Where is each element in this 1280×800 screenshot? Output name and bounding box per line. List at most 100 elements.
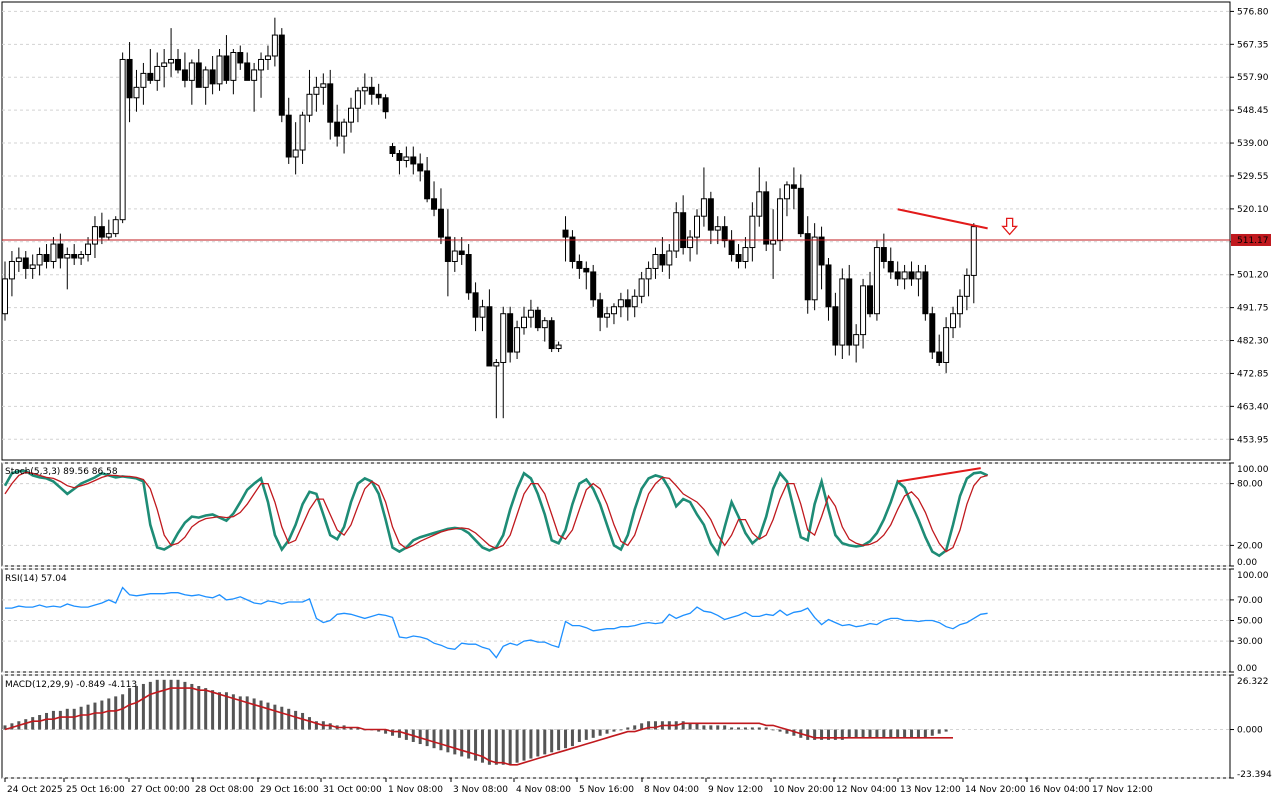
price-trendline-annotation[interactable] [897, 208, 988, 230]
candle-body [140, 72, 147, 88]
macd-histogram-bar [778, 729, 782, 732]
macd-histogram-bar [840, 729, 844, 740]
candle-body [105, 233, 112, 238]
macd-histogram-bar [45, 712, 49, 730]
macd-histogram-bar [190, 683, 194, 730]
candle-body [943, 327, 950, 363]
candle-body [22, 257, 29, 269]
candle-body [804, 233, 811, 301]
candle-body [202, 69, 209, 88]
time-tick-label: 28 Oct 08:00 [195, 785, 254, 795]
time-tick-label: 24 Oct 2025 [7, 785, 63, 795]
macd-histogram-bar [875, 729, 879, 738]
rsi-tick-label: 70.00 [1237, 596, 1263, 606]
stoch-tick-label: 20.00 [1237, 541, 1263, 551]
macd-histogram-bar [134, 686, 138, 730]
price-tick-label: 576.80 [1237, 7, 1269, 17]
candle-body [264, 55, 271, 60]
macd-histogram-bar [38, 715, 42, 730]
macd-histogram-bar [716, 725, 720, 730]
time-tick-label: 10 Nov 20:00 [773, 785, 834, 795]
time-tick-label: 3 Nov 08:00 [453, 785, 508, 795]
macd-histogram-bar [640, 723, 644, 730]
macd-histogram-bar [474, 729, 478, 761]
time-tick-label: 8 Nov 04:00 [644, 785, 699, 795]
candle-body [555, 344, 562, 350]
time-tick-label: 25 Oct 16:00 [66, 785, 125, 795]
macd-histogram-bar [501, 729, 505, 765]
macd-histogram-bar [598, 729, 602, 736]
macd-histogram-bar [688, 723, 692, 730]
candle-body [880, 247, 887, 262]
candle-body [237, 52, 244, 64]
macd-histogram-bar [480, 729, 484, 763]
candle-body [175, 58, 181, 71]
candle-body [521, 316, 527, 329]
macd-histogram-bar [301, 712, 305, 730]
stoch-series-line [4, 471, 988, 553]
candle-body [846, 278, 853, 346]
macd-histogram-bar [287, 708, 291, 730]
macd-histogram-bar [543, 729, 547, 755]
macd-histogram-bar [764, 727, 768, 730]
candle-body [673, 212, 680, 252]
macd-histogram-bar [384, 729, 388, 734]
stoch-trendline-annotation[interactable] [897, 467, 981, 483]
candle-body [770, 240, 777, 245]
candle-body [756, 191, 763, 217]
candle-body [389, 146, 396, 155]
stoch-indicator-label: Stoch(5,3,3) 89.56 86.58 [5, 467, 118, 477]
macd-histogram-bar [107, 698, 111, 730]
macd-histogram-bar [280, 706, 284, 730]
macd-histogram-bar [633, 725, 637, 730]
macd-histogram-bar [487, 729, 491, 765]
candle-body [479, 306, 486, 318]
macd-histogram-bar [397, 729, 401, 738]
macd-histogram-bar [314, 721, 318, 730]
rsi-tick-label: 100.00 [1237, 571, 1269, 581]
candle-body [818, 236, 825, 266]
candle-body [168, 58, 175, 64]
macd-histogram-bar [557, 729, 561, 751]
macd-histogram-bar [79, 706, 83, 730]
candle-body [396, 153, 403, 161]
macd-histogram-bar [522, 729, 526, 761]
candle-body [486, 306, 493, 367]
candle-body [666, 250, 673, 266]
candle-body [514, 327, 521, 353]
macd-histogram-bar [508, 729, 512, 765]
macd-histogram-bar [204, 688, 208, 730]
macd-tick-label: 26.322 [1237, 677, 1269, 687]
macd-histogram-bar [121, 694, 125, 730]
stoch-tick-label: 80.00 [1237, 480, 1263, 490]
macd-histogram-bar [155, 679, 159, 730]
macd-histogram-bar [550, 729, 554, 753]
macd-histogram-bar [51, 710, 55, 730]
candle-body [735, 254, 742, 262]
rsi-indicator-label: RSI(14) 57.04 [5, 574, 67, 584]
macd-histogram-bar [72, 708, 76, 730]
macd-histogram-bar [529, 729, 533, 759]
candle-body [119, 58, 126, 221]
candle-body [354, 90, 361, 109]
candle-body [652, 254, 659, 269]
macd-histogram-bar [826, 729, 830, 740]
time-tick-label: 14 Nov 20:00 [965, 785, 1026, 795]
macd-histogram-bar [218, 692, 222, 730]
macd-histogram-bar [176, 679, 180, 730]
macd-histogram-bar [224, 692, 228, 730]
candle-body [777, 198, 784, 242]
candle-body [749, 215, 756, 249]
candle-body [361, 86, 368, 92]
macd-histogram-bar [785, 729, 789, 734]
candle-body [71, 254, 78, 259]
candle-body [417, 163, 424, 172]
candle-body [181, 69, 188, 81]
candle-body [98, 226, 105, 238]
candle-body [922, 271, 929, 315]
macd-histogram-bar [349, 727, 353, 730]
candle-body [50, 243, 57, 262]
macd-histogram-bar [730, 727, 734, 730]
time-tick-label: 9 Nov 12:00 [708, 785, 763, 795]
